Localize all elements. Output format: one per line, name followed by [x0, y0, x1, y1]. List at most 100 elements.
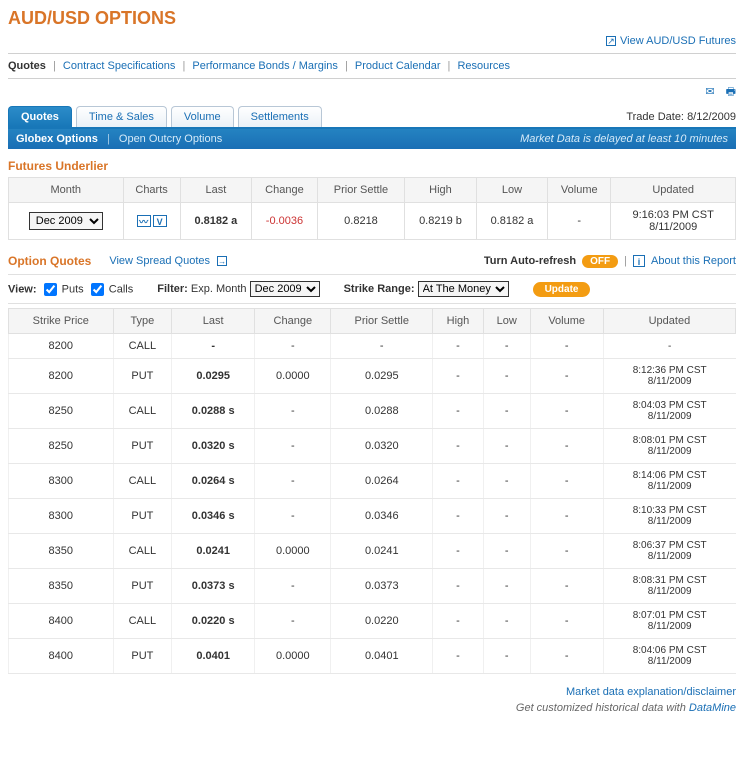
cell-strike: 8200 [9, 359, 114, 394]
opt-th-low: Low [483, 309, 530, 334]
futures-high: 0.8219 b [405, 203, 477, 240]
cell-change: - [255, 499, 331, 534]
cell-change: - [255, 429, 331, 464]
cell-updated-date: 8/11/2009 [608, 376, 732, 387]
cell-type: PUT [113, 639, 172, 674]
cell-low: - [483, 464, 530, 499]
table-row: 8400PUT0.04010.00000.0401---8:04:06 PM C… [9, 639, 736, 674]
cell-low: - [483, 569, 530, 604]
about-report-link[interactable]: About this Report [651, 255, 736, 267]
futures-month-select[interactable]: Dec 2009 [29, 212, 103, 230]
table-row: 8350CALL0.02410.00000.0241---8:06:37 PM … [9, 534, 736, 569]
sub-bar: Globex Options | Open Outcry Options Mar… [8, 129, 736, 149]
tab-time-sales[interactable]: Time & Sales [76, 106, 167, 127]
tab-volume[interactable]: Volume [171, 106, 234, 127]
cell-volume: - [530, 394, 603, 429]
cell-type: PUT [113, 429, 172, 464]
cell-type: PUT [113, 569, 172, 604]
market-data-explain-link[interactable]: Market data explanation/disclaimer [566, 686, 736, 698]
view-spread-quotes[interactable]: View Spread Quotes → [109, 255, 227, 267]
view-futures-link[interactable]: ↗View AUD/USD Futures [606, 35, 736, 47]
cell-strike: 8250 [9, 394, 114, 429]
futures-th-low: Low [476, 178, 548, 203]
cell-prior: 0.0320 [331, 429, 433, 464]
cell-low: - [483, 534, 530, 569]
cell-updated-time: 8:14:06 PM CST [608, 470, 732, 481]
futures-volume: - [548, 203, 611, 240]
exp-month-select[interactable]: Dec 2009 [250, 281, 320, 297]
cell-updated: 8:04:06 PM CST8/11/2009 [603, 639, 735, 674]
subbar-open-outcry[interactable]: Open Outcry Options [119, 133, 222, 145]
cell-high: - [433, 639, 484, 674]
futures-th-high: High [405, 178, 477, 203]
datamine-link[interactable]: DataMine [689, 702, 736, 714]
tab-settlements[interactable]: Settlements [238, 106, 322, 127]
cell-change: - [255, 394, 331, 429]
nav-contract-spec[interactable]: Contract Specifications [63, 60, 176, 72]
cell-updated: - [603, 334, 735, 359]
cell-volume: - [530, 604, 603, 639]
update-button[interactable]: Update [533, 282, 591, 297]
table-row: 8400CALL0.0220 s-0.0220---8:07:01 PM CST… [9, 604, 736, 639]
cell-last: 0.0401 [172, 639, 255, 674]
futures-updated-date: 8/11/2009 [615, 221, 731, 233]
cell-change: 0.0000 [255, 639, 331, 674]
cell-last: 0.0373 s [172, 569, 255, 604]
nav-resources[interactable]: Resources [457, 60, 510, 72]
cell-prior: - [331, 334, 433, 359]
cell-low: - [483, 394, 530, 429]
cell-low: - [483, 604, 530, 639]
nav-performance-bonds[interactable]: Performance Bonds / Margins [192, 60, 338, 72]
cell-volume: - [530, 639, 603, 674]
cell-strike: 8300 [9, 499, 114, 534]
puts-checkbox[interactable] [44, 283, 57, 296]
opt-th-volume: Volume [530, 309, 603, 334]
strike-range-select[interactable]: At The Money [418, 281, 509, 297]
calls-checkbox[interactable] [91, 283, 104, 296]
subbar-delay: Market Data is delayed at least 10 minut… [520, 133, 728, 145]
cell-change: - [255, 334, 331, 359]
cell-updated-time: 8:10:33 PM CST [608, 505, 732, 516]
cell-low: - [483, 334, 530, 359]
cell-last: 0.0346 s [172, 499, 255, 534]
print-icon[interactable]: 🖶 [726, 86, 736, 98]
cell-strike: 8350 [9, 569, 114, 604]
chart-v-icon[interactable]: V [153, 215, 167, 227]
cell-high: - [433, 334, 484, 359]
table-row: 8300CALL0.0264 s-0.0264---8:14:06 PM CST… [9, 464, 736, 499]
table-row: 8250CALL0.0288 s-0.0288---8:04:03 PM CST… [9, 394, 736, 429]
chart-line-icon[interactable]: 〰 [137, 215, 151, 227]
futures-last: 0.8182 a [180, 203, 252, 240]
cell-last: 0.0241 [172, 534, 255, 569]
cell-volume: - [530, 429, 603, 464]
trade-date-value: 8/12/2009 [687, 111, 736, 123]
cell-prior: 0.0346 [331, 499, 433, 534]
email-icon[interactable]: ✉ [705, 86, 714, 98]
page-title: AUD/USD OPTIONS [8, 8, 736, 29]
cell-updated: 8:06:37 PM CST8/11/2009 [603, 534, 735, 569]
nav-product-calendar[interactable]: Product Calendar [355, 60, 441, 72]
futures-prior: 0.8218 [317, 203, 405, 240]
futures-updated-time: 9:16:03 PM CST [615, 209, 731, 221]
info-icon[interactable]: i [633, 255, 645, 267]
cell-strike: 8400 [9, 639, 114, 674]
cell-updated-time: 8:06:37 PM CST [608, 540, 732, 551]
cell-updated: 8:07:01 PM CST8/11/2009 [603, 604, 735, 639]
cell-high: - [433, 394, 484, 429]
tab-quotes[interactable]: Quotes [8, 106, 72, 127]
cell-last: 0.0264 s [172, 464, 255, 499]
cell-type: CALL [113, 394, 172, 429]
cell-prior: 0.0264 [331, 464, 433, 499]
view-futures-label: View AUD/USD Futures [620, 35, 736, 47]
cell-change: - [255, 569, 331, 604]
cell-strike: 8250 [9, 429, 114, 464]
auto-refresh-toggle[interactable]: OFF [582, 255, 618, 268]
futures-row: Dec 2009 〰V 0.8182 a -0.0036 0.8218 0.82… [9, 203, 736, 240]
cell-volume: - [530, 334, 603, 359]
cell-last: 0.0220 s [172, 604, 255, 639]
nav-bar: Quotes | Contract Specifications | Perfo… [8, 53, 736, 79]
nav-quotes: Quotes [8, 60, 46, 72]
cell-type: CALL [113, 334, 172, 359]
cell-volume: - [530, 569, 603, 604]
cell-prior: 0.0288 [331, 394, 433, 429]
